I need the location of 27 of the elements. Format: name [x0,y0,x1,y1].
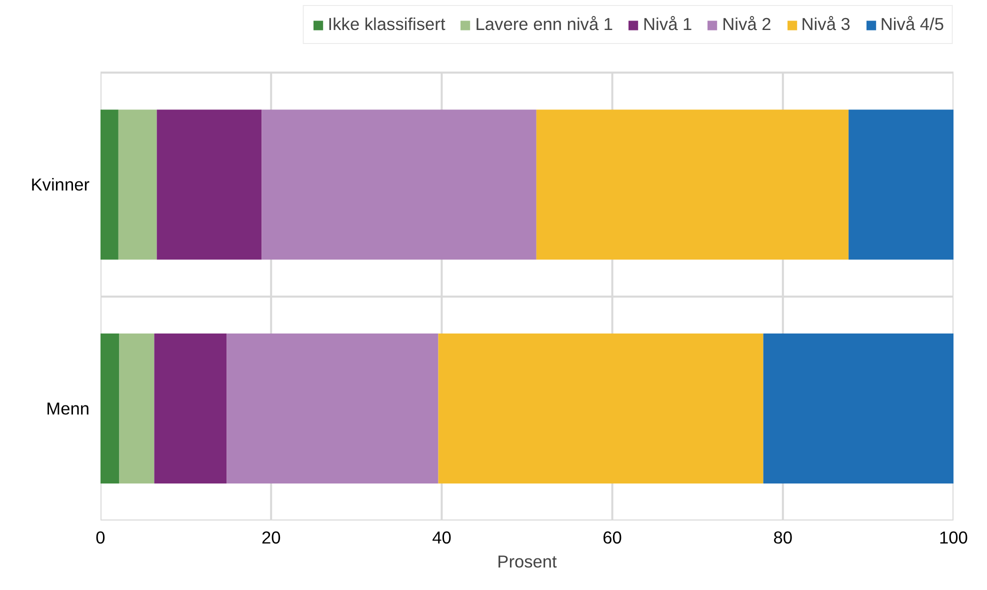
x-axis-title: Prosent [497,552,558,572]
bar [154,334,227,484]
bar [156,110,262,260]
legend-label: Ikke klassifisert [328,14,446,35]
bar [536,110,849,260]
bar [100,334,120,484]
legend-label: Lavere enn nivå 1 [475,14,614,35]
y-tick-label: Menn [46,398,90,419]
x-tick-label: 60 [602,528,622,548]
legend-label: Nivå 1 [643,14,692,35]
y-tick-label: Kvinner [30,174,90,195]
bar [438,334,764,484]
x-tick-label: 0 [96,528,106,548]
bar [848,110,954,260]
legend-label: Nivå 4/5 [880,14,944,35]
bar [763,334,954,484]
bar [100,110,118,260]
x-tick-label: 40 [432,528,452,548]
bar [119,334,154,484]
legend-label: Nivå 2 [722,14,772,35]
bar [118,110,157,260]
x-tick-label: 20 [261,528,281,548]
legend-label: Nivå 3 [801,14,850,35]
x-tick-label: 100 [939,528,968,548]
x-tick-label: 80 [773,528,793,548]
bar [262,110,536,260]
bar [226,334,438,484]
